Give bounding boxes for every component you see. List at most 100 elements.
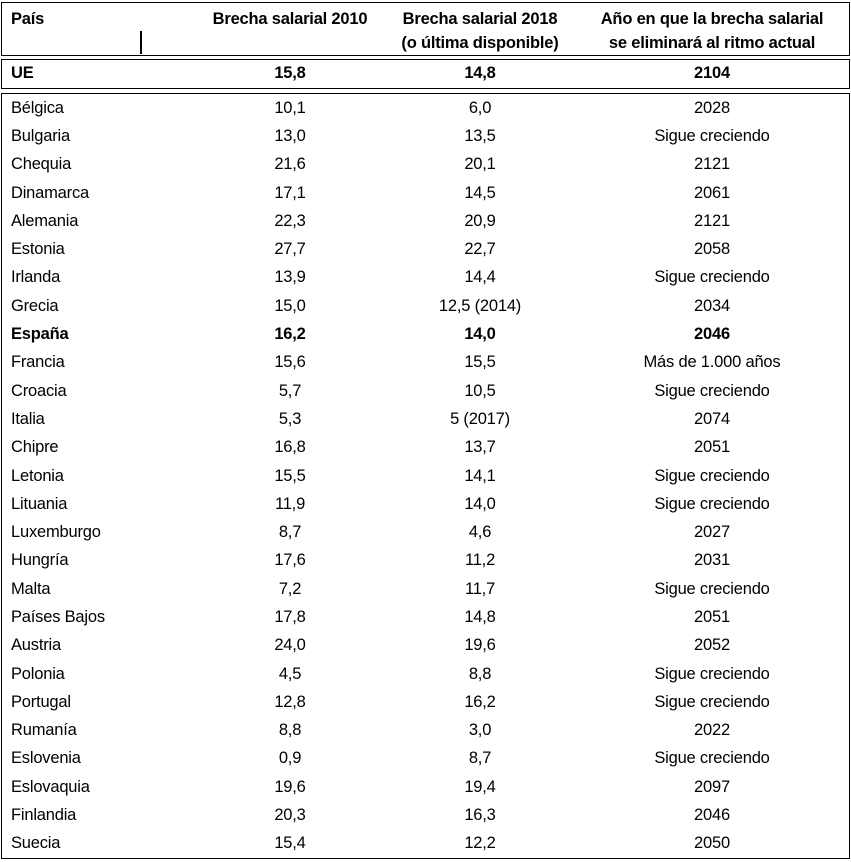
table-row: Letonia 15,5 14,1 Sigue creciendo <box>2 462 849 490</box>
cell-gap-2010: 16,2 <box>274 325 306 344</box>
cell-year-eliminated: 2121 <box>694 155 730 174</box>
column-header-brecha-2018: Brecha salarial 2018 (o última disponibl… <box>385 7 575 55</box>
cell-year-eliminated: 2034 <box>694 296 730 315</box>
column-header-brecha-2018-line1: Brecha salarial 2018 <box>402 10 558 28</box>
cell-year-eliminated: Sigue creciendo <box>654 268 770 287</box>
cell-gap-2018: 3,0 <box>468 721 492 740</box>
cell-country: Italia <box>11 409 45 428</box>
cell-year-eliminated: 2046 <box>694 806 730 825</box>
cell-gap-2018: 20,9 <box>464 211 496 230</box>
table-row: Chipre 16,8 13,7 2051 <box>2 434 849 462</box>
cell-year-eliminated: 2031 <box>694 551 730 570</box>
cell-gap-2018: 10,5 <box>464 381 496 400</box>
cell-year-eliminated: 2046 <box>694 325 730 344</box>
cell-gap-2010: 10,1 <box>274 98 306 117</box>
cell-gap-2010: 22,3 <box>274 211 306 230</box>
cell-country: UE <box>11 64 34 82</box>
cell-gap-2010: 21,6 <box>274 155 306 174</box>
cell-gap-2010: 15,6 <box>274 353 306 372</box>
cell-year-eliminated: Sigue creciendo <box>654 692 770 711</box>
cell-country: Francia <box>11 353 65 372</box>
cell-gap-2010: 16,8 <box>274 438 306 457</box>
cell-gap-2010: 15,4 <box>274 834 306 853</box>
cell-gap-2010: 19,6 <box>274 777 306 796</box>
cell-year-eliminated: 2074 <box>694 409 730 428</box>
table-row: Francia 15,6 15,5 Más de 1.000 años <box>2 349 849 377</box>
table-row: España 16,2 14,0 2046 <box>2 320 849 348</box>
cell-gap-2010: 0,9 <box>278 749 302 768</box>
cell-gap-2010: 5,3 <box>278 409 302 428</box>
cell-gap-2018: 11,2 <box>464 551 496 570</box>
cell-gap-2018: 4,6 <box>468 523 492 542</box>
table-row: Dinamarca 17,1 14,5 2061 <box>2 179 849 207</box>
table-row: Alemania 22,3 20,9 2121 <box>2 207 849 235</box>
table-row: Eslovaquia 19,6 19,4 2097 <box>2 773 849 801</box>
cell-gap-2018: 19,4 <box>464 777 496 796</box>
cell-year-eliminated: Más de 1.000 años <box>643 353 781 372</box>
cell-gap-2018: 22,7 <box>464 240 496 259</box>
cell-year-eliminated: 2022 <box>694 721 730 740</box>
cell-country: Dinamarca <box>11 183 89 202</box>
cell-country: Países Bajos <box>11 607 105 626</box>
table-row: Estonia 27,7 22,7 2058 <box>2 235 849 263</box>
cell-gap-2010: 13,0 <box>274 126 306 145</box>
cell-country: Letonia <box>11 466 64 485</box>
cell-gap-2010: 17,8 <box>274 607 306 626</box>
cell-year-eliminated: 2121 <box>694 211 730 230</box>
cell-year-eliminated: Sigue creciendo <box>654 664 770 683</box>
cell-gap-2018: 11,7 <box>464 579 496 598</box>
column-header-anio-eliminacion-line1: Año en que la brecha salarial <box>600 10 824 28</box>
table-row: Grecia 15,0 12,5 (2014) 2034 <box>2 292 849 320</box>
table-header-row: País Brecha salarial 2010 Brecha salaria… <box>2 3 849 55</box>
table-row: Malta 7,2 11,7 Sigue creciendo <box>2 575 849 603</box>
cell-year-eliminated: Sigue creciendo <box>654 494 770 513</box>
cell-gap-2018: 14,0 <box>464 494 496 513</box>
cell-year-eliminated: 2061 <box>694 183 730 202</box>
table-row: Lituania 11,9 14,0 Sigue creciendo <box>2 490 849 518</box>
cell-country: Estonia <box>11 240 65 259</box>
cell-country: Suecia <box>11 834 61 853</box>
cell-year-eliminated: 2028 <box>694 98 730 117</box>
cell-year-eliminated: Sigue creciendo <box>654 466 770 485</box>
column-header-anio-eliminacion: Año en que la brecha salarial se elimina… <box>575 7 849 55</box>
cell-year-eliminated: 2051 <box>694 438 730 457</box>
table-row-ue: UE 15,8 14,8 2104 <box>2 60 849 87</box>
cell-gap-2018: 15,5 <box>464 353 496 372</box>
cell-year-eliminated: Sigue creciendo <box>654 126 770 145</box>
cell-gap-2010: 13,9 <box>274 268 306 287</box>
cell-country: Alemania <box>11 211 79 230</box>
cell-gap-2010: 15,8 <box>274 64 306 82</box>
summary-row-ue-box: UE 15,8 14,8 2104 <box>1 59 850 89</box>
cell-gap-2010: 7,2 <box>278 579 302 598</box>
cell-gap-2010: 24,0 <box>274 636 306 655</box>
cell-gap-2018: 14,8 <box>464 64 496 82</box>
cell-gap-2010: 4,5 <box>278 664 302 683</box>
cell-year-eliminated: 2104 <box>694 64 730 82</box>
table-row: Rumanía 8,8 3,0 2022 <box>2 717 849 745</box>
cell-year-eliminated: Sigue creciendo <box>654 579 770 598</box>
cell-country: Eslovenia <box>11 749 81 768</box>
cell-country: Grecia <box>11 296 59 315</box>
table-row: Luxemburgo 8,7 4,6 2027 <box>2 518 849 546</box>
table-row: Finlandia 20,3 16,3 2046 <box>2 801 849 829</box>
cell-country: Chequia <box>11 155 72 174</box>
cell-country: Eslovaquia <box>11 777 90 796</box>
cell-gap-2018: 12,5 (2014) <box>438 296 522 315</box>
table-row: Países Bajos 17,8 14,8 2051 <box>2 603 849 631</box>
table-header: País Brecha salarial 2010 Brecha salaria… <box>1 2 850 56</box>
cell-gap-2010: 15,0 <box>274 296 306 315</box>
cell-country: Luxemburgo <box>11 523 101 542</box>
table-row: Hungría 17,6 11,2 2031 <box>2 547 849 575</box>
cell-country: España <box>11 325 69 344</box>
table-row: Bélgica 10,1 6,0 2028 <box>2 94 849 122</box>
table-row: Chequia 21,6 20,1 2121 <box>2 151 849 179</box>
cell-country: Croacia <box>11 381 67 400</box>
table-row: Suecia 15,4 12,2 2050 <box>2 830 849 858</box>
text-cursor <box>140 31 142 54</box>
cell-country: Bélgica <box>11 98 64 117</box>
cell-gap-2010: 12,8 <box>274 692 306 711</box>
table-row: Austria 24,0 19,6 2052 <box>2 632 849 660</box>
cell-gap-2010: 17,6 <box>274 551 306 570</box>
cell-gap-2018: 14,0 <box>464 325 496 344</box>
table-row: Croacia 5,7 10,5 Sigue creciendo <box>2 377 849 405</box>
